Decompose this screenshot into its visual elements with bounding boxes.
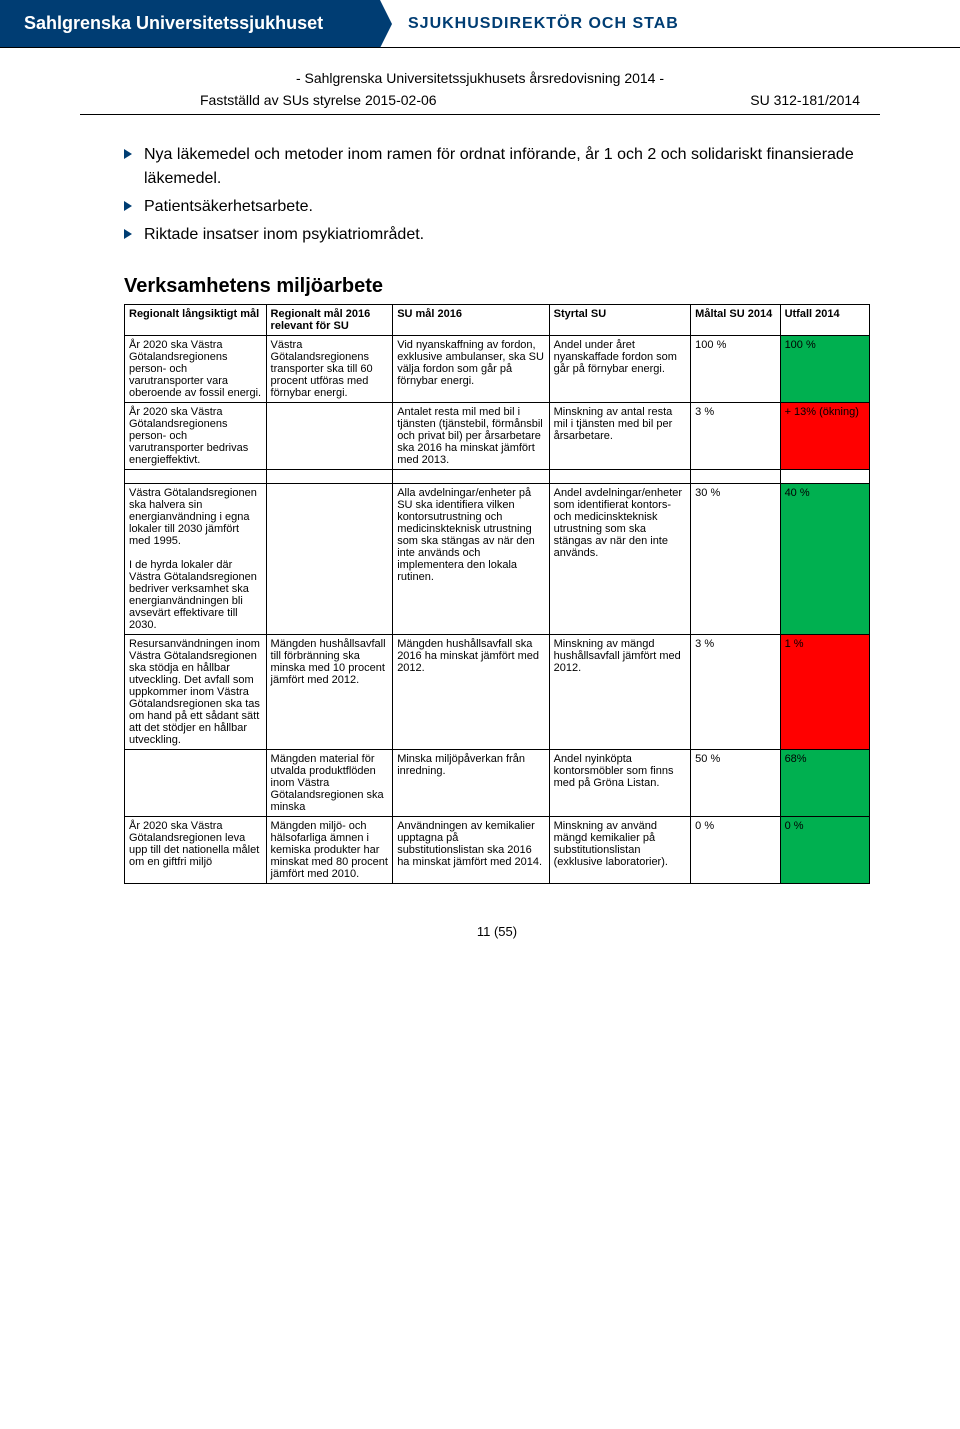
cell-c4: Minskning av antal resta mil i tjänsten … [549,403,691,470]
cell-c2 [266,484,393,635]
cell-c1: Västra Götalandsregionen ska halvera sin… [125,484,267,635]
th-c2: Regionalt mål 2016 relevant för SU [266,305,393,336]
cell-c2 [266,403,393,470]
cell-c1: År 2020 ska Västra Götalandsregionen lev… [125,817,267,884]
doc-ref: SU 312-181/2014 [750,92,860,108]
header-org: Sahlgrenska Universitetssjukhuset [0,0,380,47]
cell-c2: Mängden miljö- och hälsofarliga ämnen i … [266,817,393,884]
cell-c3: Mängden hushållsavfall ska 2016 ha minsk… [393,635,549,750]
th-c4: Styrtal SU [549,305,691,336]
cell-c6: + 13% (ökning) [780,403,869,470]
cell-c4: Andel avdelningar/enheter som identifier… [549,484,691,635]
cell-c1: År 2020 ska Västra Götalandsregionens pe… [125,336,267,403]
bullet-item: Riktade insatser inom psykiatriområdet. [124,223,870,247]
cell-c5: 3 % [691,635,780,750]
cell-c1 [125,750,267,817]
doc-title: - Sahlgrenska Universitetssjukhusets års… [0,70,960,86]
section-title: Verksamhetens miljöarbete [124,275,870,298]
cell-c6: 68% [780,750,869,817]
table-spacer [125,470,870,484]
table-row: Mängden material för utvalda produktflöd… [125,750,870,817]
th-c3: SU mål 2016 [393,305,549,336]
header-dept: SJUKHUSDIREKTÖR OCH STAB [380,0,960,47]
bullet-list: Nya läkemedel och metoder inom ramen för… [124,143,870,247]
page-number: 11 (55) [124,924,870,939]
th-c6: Utfall 2014 [780,305,869,336]
cell-c3: Användningen av kemikalier upptagna på s… [393,817,549,884]
cell-c5: 50 % [691,750,780,817]
miljo-table: Regionalt långsiktigt mål Regionalt mål … [124,304,870,884]
cell-c1: Resursanvändningen inom Västra Götalands… [125,635,267,750]
cell-c6: 40 % [780,484,869,635]
cell-c3: Minska miljöpåverkan från inredning. [393,750,549,817]
table-row: År 2020 ska Västra Götalandsregionen lev… [125,817,870,884]
cell-c6: 0 % [780,817,869,884]
cell-c5: 0 % [691,817,780,884]
content: Nya läkemedel och metoder inom ramen för… [0,115,960,939]
cell-c3: Alla avdelningar/enheter på SU ska ident… [393,484,549,635]
header-bar: Sahlgrenska Universitetssjukhuset SJUKHU… [0,0,960,48]
cell-c3: Antalet resta mil med bil i tjänsten (tj… [393,403,549,470]
th-c5: Måltal SU 2014 [691,305,780,336]
cell-c4: Minskning av använd mängd kemikalier på … [549,817,691,884]
cell-c5: 100 % [691,336,780,403]
cell-c6: 1 % [780,635,869,750]
th-c1: Regionalt långsiktigt mål [125,305,267,336]
bullet-item: Nya läkemedel och metoder inom ramen för… [124,143,870,191]
cell-c2: Mängden hushållsavfall till förbränning … [266,635,393,750]
approved-text: Fastställd av SUs styrelse 2015-02-06 [200,92,437,108]
cell-c5: 30 % [691,484,780,635]
table-row: Resursanvändningen inom Västra Götalands… [125,635,870,750]
cell-c4: Andel nyinköpta kontorsmöbler som finns … [549,750,691,817]
table-row: Västra Götalandsregionen ska halvera sin… [125,484,870,635]
cell-c3: Vid nyanskaffning av fordon, exklusive a… [393,336,549,403]
table-row: År 2020 ska Västra Götalandsregionens pe… [125,403,870,470]
cell-c5: 3 % [691,403,780,470]
table-row: År 2020 ska Västra Götalandsregionens pe… [125,336,870,403]
cell-c4: Andel under året nyanskaffade fordon som… [549,336,691,403]
page: Sahlgrenska Universitetssjukhuset SJUKHU… [0,0,960,979]
cell-c2: Mängden material för utvalda produktflöd… [266,750,393,817]
cell-c4: Minskning av mängd hushållsavfall jämför… [549,635,691,750]
cell-c1: År 2020 ska Västra Götalandsregionens pe… [125,403,267,470]
table-header-row: Regionalt långsiktigt mål Regionalt mål … [125,305,870,336]
cell-c2: Västra Götalandsregionens transporter sk… [266,336,393,403]
doc-meta-row: Fastställd av SUs styrelse 2015-02-06 SU… [0,86,960,108]
cell-c6: 100 % [780,336,869,403]
bullet-item: Patientsäkerhetsarbete. [124,195,870,219]
